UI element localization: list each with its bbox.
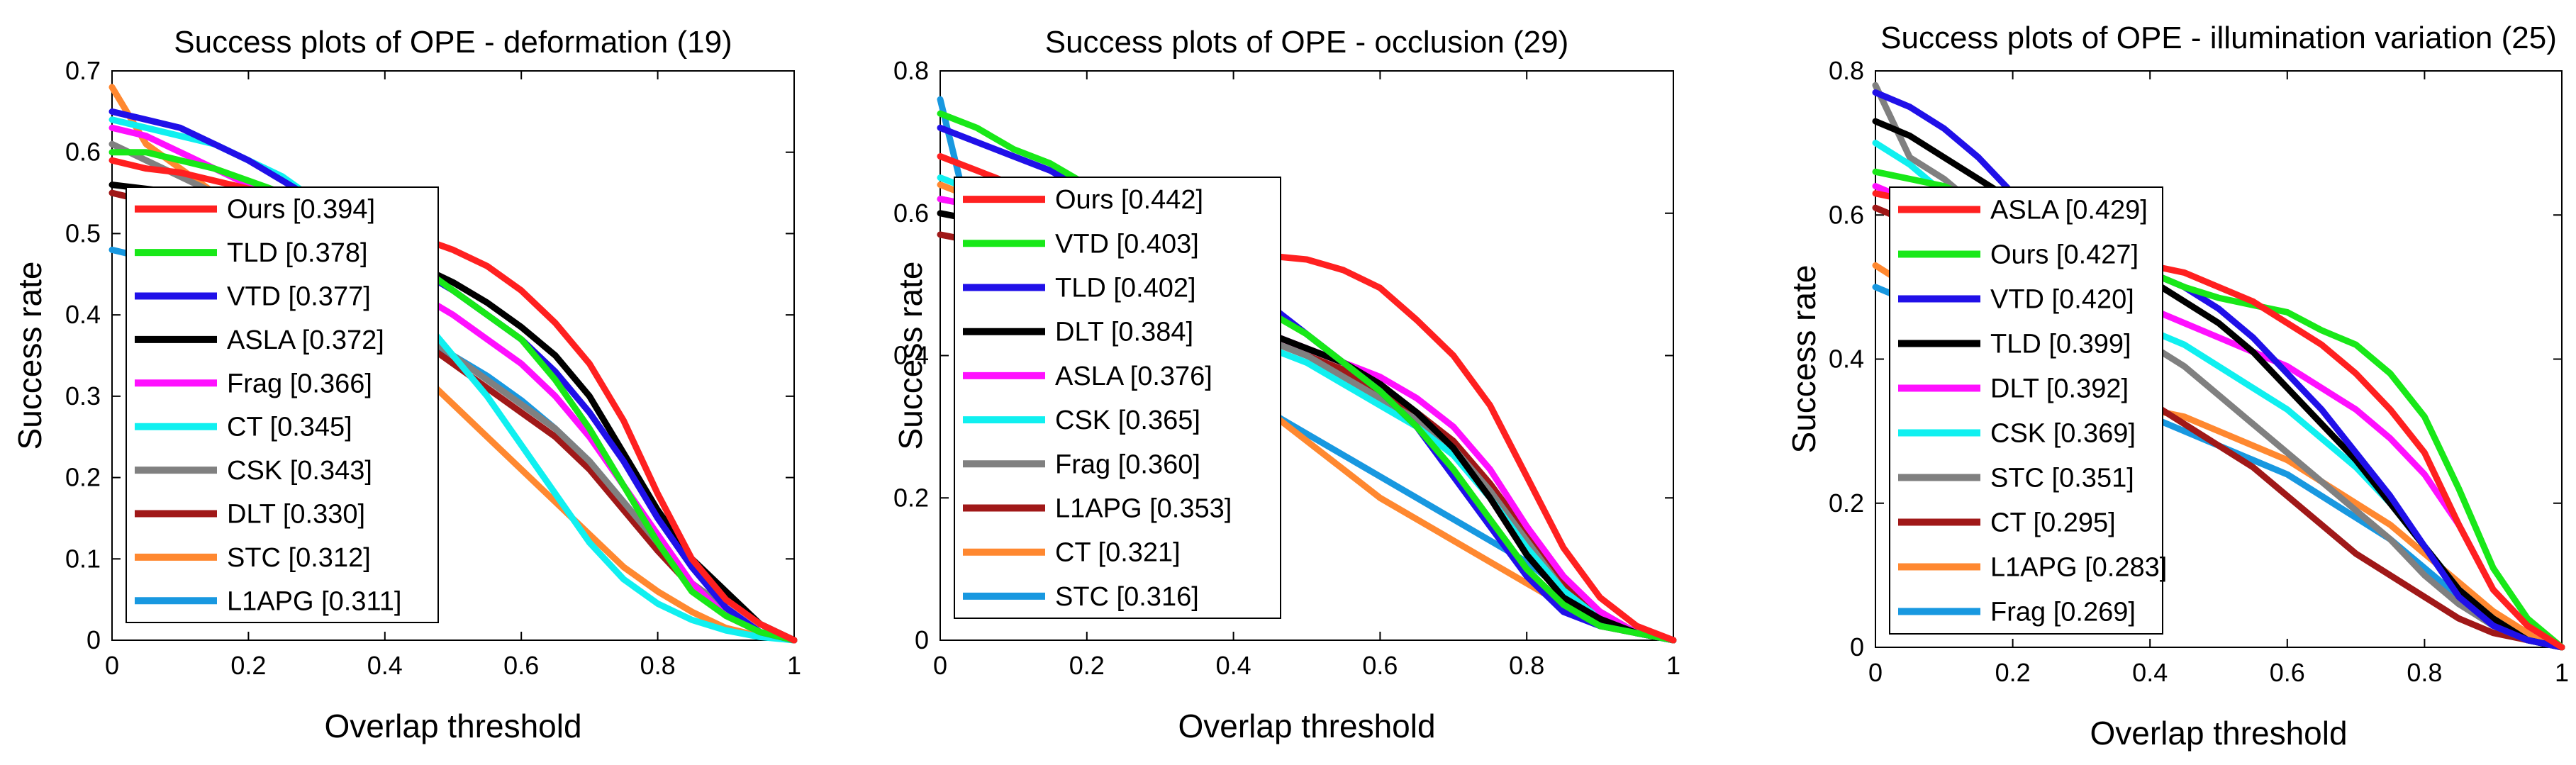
legend-entry: STC [0.312] xyxy=(227,543,371,573)
chart-1: Success plots of OPE - deformation (19) 0… xyxy=(11,25,801,744)
legend-entry: Frag [0.360] xyxy=(1055,449,1200,479)
series-line xyxy=(937,110,1677,644)
x-tick-label: 0.8 xyxy=(1509,651,1544,680)
y-tick-label: 0 xyxy=(87,625,101,654)
y-axis-label: Success rate xyxy=(1785,265,1822,454)
x-tick-label: 0.2 xyxy=(1995,658,2031,687)
x-tick-label: 1 xyxy=(787,651,801,680)
series-line xyxy=(108,157,798,644)
legend-entry: ASLA [0.429] xyxy=(1990,196,2148,225)
series-line xyxy=(108,149,798,644)
legend-entry: DLT [0.392] xyxy=(1990,374,2129,404)
legend-entry: DLT [0.330] xyxy=(227,500,365,530)
x-tick-label: 0 xyxy=(1868,658,1883,687)
chart-2: Success plots of OPE - occlusion (29) 0 0.… xyxy=(892,25,1680,744)
y-tick-label: 0.1 xyxy=(65,544,101,573)
legend-box xyxy=(1889,186,2163,635)
x-tick-label: 0.6 xyxy=(1362,651,1398,680)
legend-entry: Frag [0.269] xyxy=(1990,598,2136,627)
legend: ASLA [0.429] Ours [0.427] VTD [0.420] TLD [… xyxy=(1889,186,2167,635)
legend-entry: STC [0.316] xyxy=(1055,582,1199,612)
x-tick-label: 0.4 xyxy=(2132,658,2168,687)
legend-entry: TLD [0.399] xyxy=(1990,330,2131,359)
x-tick-label: 0 xyxy=(105,651,119,680)
x-tick-label: 0.2 xyxy=(230,651,266,680)
y-tick-label: 0.6 xyxy=(65,138,101,167)
y-tick-label: 0.4 xyxy=(1829,345,1864,374)
x-tick-label: 0.6 xyxy=(2270,658,2305,687)
chart-title: Success plots of OPE - deformation (19) xyxy=(174,25,732,60)
x-tick-label: 0.8 xyxy=(2407,658,2442,687)
legend-entry: TLD [0.378] xyxy=(227,238,368,268)
y-tick-label: 0.6 xyxy=(1829,200,1864,229)
legend-entry: Frag [0.366] xyxy=(227,369,372,398)
legend-entry: TLD [0.402] xyxy=(1055,274,1196,303)
y-tick-label: 0.7 xyxy=(65,56,101,85)
y-tick-label: 0 xyxy=(915,625,929,654)
y-tick-label: 0.6 xyxy=(893,199,929,228)
chart-3: Success plots of OPE - illumination vari… xyxy=(1785,21,2569,752)
y-tick-label: 0.5 xyxy=(65,218,101,247)
legend-entry: CT [0.295] xyxy=(1990,508,2116,538)
x-axis-label: Overlap threshold xyxy=(1178,708,1435,744)
legend-entry: Ours [0.442] xyxy=(1055,185,1203,215)
legend-box xyxy=(954,177,1281,619)
x-tick-label: 0.4 xyxy=(367,651,403,680)
legend-entry: VTD [0.377] xyxy=(227,282,371,312)
legend: Ours [0.442] VTD [0.403] TLD [0.402] DLT [0… xyxy=(954,177,1281,619)
x-tick-label: 0 xyxy=(933,651,947,680)
legend-entry: CSK [0.369] xyxy=(1990,419,2136,449)
legend-entry: VTD [0.403] xyxy=(1055,229,1199,259)
legend-entry: Ours [0.394] xyxy=(227,195,375,225)
y-tick-label: 0.2 xyxy=(1829,488,1864,518)
legend-box xyxy=(126,186,439,623)
x-axis-label: Overlap threshold xyxy=(324,708,581,744)
legend-entry: DLT [0.384] xyxy=(1055,318,1193,347)
legend-entry: Ours [0.427] xyxy=(1990,240,2139,270)
legend: Ours [0.394] TLD [0.378] VTD [0.377] ASLA [… xyxy=(126,186,439,623)
y-tick-label: 0.3 xyxy=(65,381,101,411)
y-axis-label: Success rate xyxy=(11,262,48,450)
x-tick-label: 1 xyxy=(2555,658,2569,687)
chart-title: Success plots of OPE - occlusion (29) xyxy=(1045,25,1569,60)
legend-entry: ASLA [0.372] xyxy=(227,325,384,355)
x-tick-label: 0.6 xyxy=(503,651,539,680)
y-tick-label: 0.2 xyxy=(65,463,101,492)
y-tick-label: 0 xyxy=(1850,632,1864,661)
y-tick-label: 0.4 xyxy=(893,341,929,370)
legend-entry: L1APG [0.311] xyxy=(227,586,401,616)
legend-entry: STC [0.351] xyxy=(1990,464,2134,493)
legend-entry: CSK [0.365] xyxy=(1055,406,1200,435)
legend-entry: CT [0.345] xyxy=(227,413,352,442)
x-tick-label: 0.8 xyxy=(640,651,676,680)
y-tick-label: 0.8 xyxy=(1829,56,1864,85)
legend-entry: CT [0.321] xyxy=(1055,538,1181,568)
chart-title: Success plots of OPE - illumination vari… xyxy=(1880,21,2557,55)
legend-entry: ASLA [0.376] xyxy=(1055,362,1212,391)
legend-entry: L1APG [0.353] xyxy=(1055,494,1232,524)
legend-entry: L1APG [0.283] xyxy=(1990,553,2167,583)
y-axis-label: Success rate xyxy=(892,262,929,450)
x-tick-label: 1 xyxy=(1666,651,1680,680)
y-tick-label: 0.2 xyxy=(893,483,929,512)
x-tick-label: 0.4 xyxy=(1216,651,1251,680)
legend-entry: VTD [0.420] xyxy=(1990,285,2134,315)
x-axis-label: Overlap threshold xyxy=(2090,715,2347,752)
y-tick-label: 0.8 xyxy=(893,56,929,85)
series-line xyxy=(1872,89,2565,651)
x-tick-label: 0.2 xyxy=(1069,651,1105,680)
legend-entry: CSK [0.343] xyxy=(227,456,372,486)
y-tick-label: 0.4 xyxy=(65,300,101,329)
